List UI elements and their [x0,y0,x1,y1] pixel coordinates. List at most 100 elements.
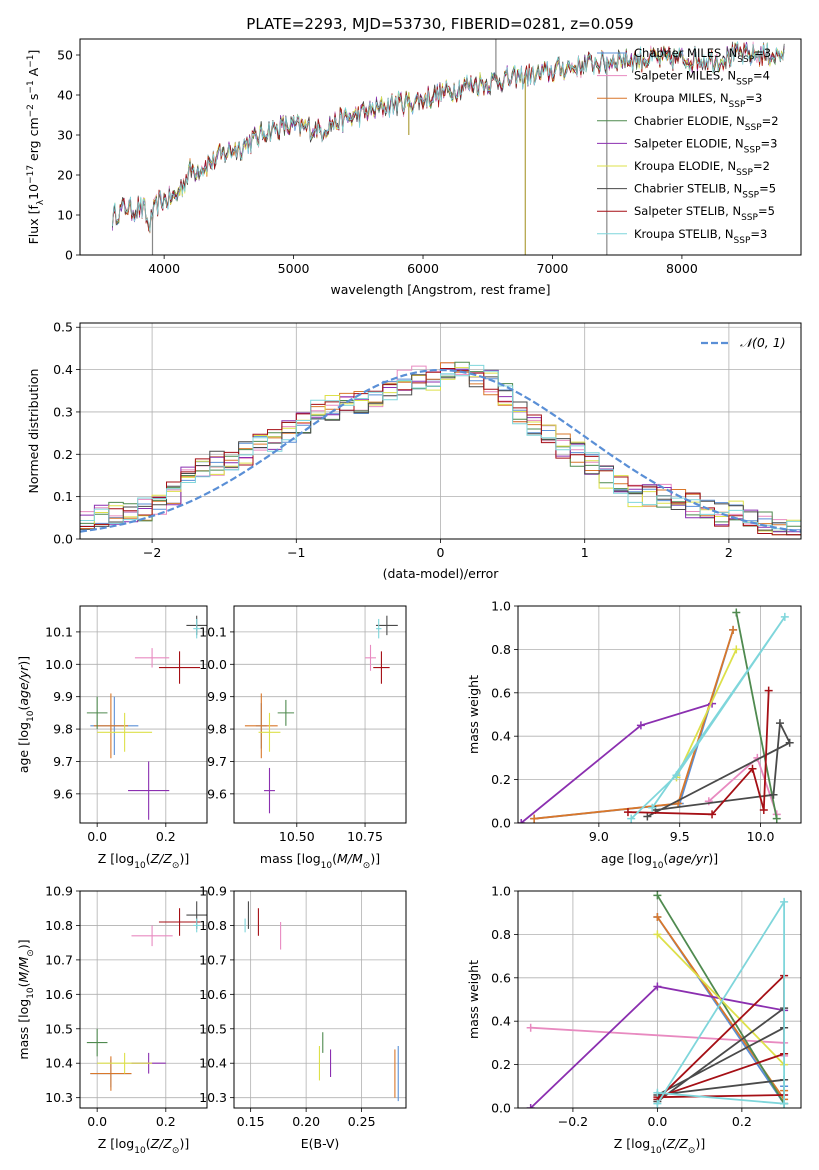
panel-mass-weight-vs-z: −0.2 0.0 0.2 0.0 0.2 0.4 0.6 0.8 1.0 Z [log10(Z/Z… [466,884,802,1156]
panel-age-vs-mass: 10.50 10.75 9.6 9.7 9.8 9.9 10.0 10.1 mass [log1… [199,605,407,871]
panel-mass-weight-vs-age: 9.0 9.5 10.0 0.0 0.2 0.4 0.6 0.8 1.0 age [log10(a… [466,599,802,871]
x-tick-label: −0.2 [558,1114,588,1129]
legend-entry: Chabrier ELODIE, NSSP=2 [634,114,779,133]
axes-frame [79,322,802,540]
y-tick-label: 30 [57,128,73,143]
x-tick-label: 9.0 [589,829,609,844]
mass-weight-marker [785,738,794,747]
x-tick-label: 0 [437,545,445,560]
panel-mass-vs-z: 0.0 0.2 10.3 10.4 10.5 10.6 10.7 10.8 10.9 Z [log… [16,884,208,1156]
x-axis-label: wavelength [Angstrom, rest frame] [330,282,550,297]
plot-area [518,608,794,823]
legend-entry: Salpeter STELIB, NSSP=5 [634,204,775,223]
mass-weight-line-kroupa-miles [534,629,734,820]
x-tick-label: 10.75 [347,829,383,844]
y-tick-label: 10.0 [199,657,227,672]
mass-weight-marker [653,1088,662,1097]
y-tick-label: 10.4 [199,1056,227,1071]
x-tick-label: 0.2 [732,1114,752,1129]
y-tick-label: 1.0 [491,599,511,614]
y-tick-label: 10.7 [45,952,73,967]
y-tick-label: 9.7 [53,754,73,769]
y-tick-label: 9.9 [207,689,227,704]
y-tick-label: 10.4 [45,1056,73,1071]
mass-weight-marker [518,819,526,823]
y-tick-label: 9.8 [53,722,73,737]
mass-weight-marker [780,1099,789,1108]
x-tick-label: 0.0 [87,829,107,844]
mass-weight-line-kroupa-elodie [675,649,738,778]
legend-entry: 𝒩(0, 1) [740,335,786,350]
mass-weight-line-chabrier-elodie [735,612,778,819]
mass-weight-line-kroupa-elodie [656,933,785,1066]
x-axis-label: age [log10(age/yr)] [601,851,718,871]
mass-weight-marker [643,812,652,821]
axes-frame [517,605,802,824]
mass-weight-marker [627,814,636,823]
y-tick-label: 0.0 [53,532,73,547]
y-tick-label: 10.9 [199,884,227,899]
mass-weight-marker [748,764,757,773]
x-axis-label: E(B-V) [301,1136,340,1151]
mass-weight-line-chabrier-stelib [656,1006,785,1103]
legend-entry: Kroupa MILES, NSSP=3 [634,91,762,110]
plot-area [86,901,207,1091]
mass-weight-marker [780,612,789,621]
plot-area [244,901,399,1102]
x-tick-label: 10.0 [747,829,775,844]
y-tick-label: 9.8 [207,722,227,737]
y-tick-label: 0.0 [491,816,511,831]
x-axis-label: Z [log10(Z/Z⊙)] [98,851,189,871]
mass-weight-marker [653,891,662,900]
y-tick-label: 0.4 [491,1014,511,1029]
axes-frame [517,890,802,1109]
y-tick-label: 10.5 [199,1021,227,1036]
y-tick-label: 50 [57,48,73,63]
x-tick-label: 7000 [537,261,569,276]
mass-weight-marker [769,790,778,799]
plot-area [526,891,789,1108]
x-tick-label: 10.50 [279,829,315,844]
mass-weight-marker [780,897,789,906]
mass-weight-marker [648,803,657,812]
y-tick-label: 40 [57,88,73,103]
y-tick-label: 10.1 [45,624,73,639]
y-tick-label: 10.6 [199,987,227,1002]
spectrum-line-kroupa-stelib [112,41,785,233]
legend-entry: Salpeter MILES, NSSP=4 [634,69,770,88]
y-axis-label: mass weight [466,960,481,1039]
x-tick-label: 5000 [278,261,310,276]
y-tick-label: 9.6 [53,786,73,801]
plot-area [244,615,398,814]
y-tick-label: 10.8 [45,918,73,933]
y-tick-label: 0.4 [53,362,73,377]
mass-weight-marker [526,1023,535,1032]
y-tick-label: 0.0 [491,1101,511,1116]
y-tick-label: 10.0 [45,657,73,672]
plot-area [80,361,801,539]
x-tick-label: 4000 [148,261,180,276]
axes-frame [79,605,208,824]
mass-weight-line-chabrier-stelib [646,719,791,818]
plot-area [112,39,785,255]
y-tick-label: 0.8 [491,642,511,657]
mass-weight-marker [732,608,741,617]
legend-entry: Kroupa ELODIE, NSSP=2 [634,159,770,178]
x-tick-label: 8000 [666,261,698,276]
y-tick-label: 9.6 [207,786,227,801]
gaussian-curve [80,368,801,533]
x-tick-label: 0.2 [156,829,176,844]
figure-title: PLATE=2293, MJD=53730, FIBERID=0281, z=0… [246,15,633,33]
y-axis-label: age [log10(age/yr)] [16,656,36,773]
y-tick-label: 0.2 [53,447,73,462]
panel-residuals: −2 −1 0 1 2 0.0 0.1 0.2 0.3 0.4 0.5 (data-model)/er… [26,320,802,581]
x-tick-label: −2 [143,545,161,560]
plot-area [86,615,207,820]
y-tick-label: 9.7 [207,754,227,769]
mass-weight-marker [759,805,768,814]
y-axis-label: Normed distribution [26,369,41,494]
mass-weight-marker [708,810,717,819]
x-axis-label: Z [log10(Z/Z⊙)] [98,1136,189,1156]
mass-weight-marker [653,930,662,939]
